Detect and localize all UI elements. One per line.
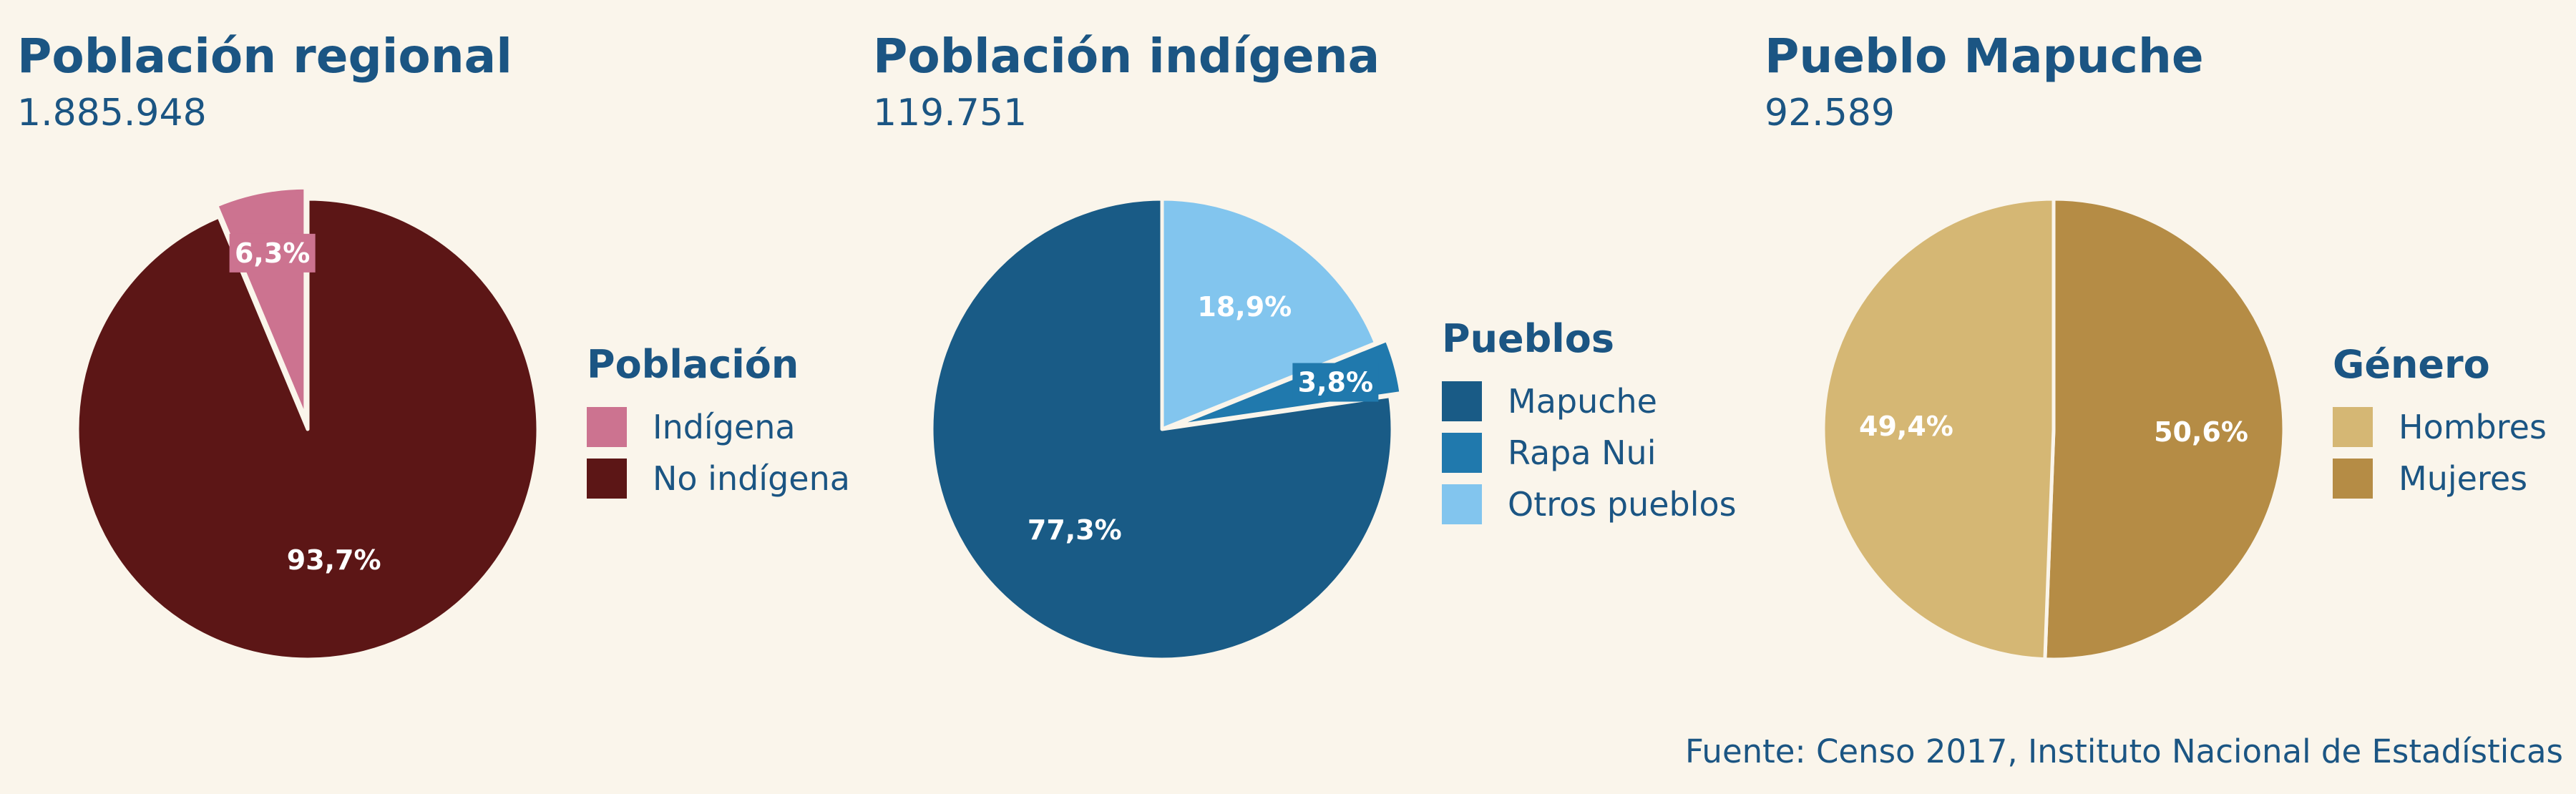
legend-swatch: [2333, 407, 2373, 447]
legend-label: Rapa Nui: [1508, 433, 1657, 472]
data-label-otros-pueblos: 18,9%: [1197, 291, 1292, 323]
pie-slice-otros-pueblos: [1160, 197, 1378, 431]
data-label-hombres: 49,4%: [1859, 411, 1953, 442]
pie-slice-rapa-nui: [1171, 338, 1403, 428]
pie-slice-mapuche: [930, 197, 1395, 662]
pie-slice-no-indigena: [75, 197, 540, 662]
data-label-mapuche: 77,3%: [1028, 514, 1122, 546]
chart-total: 1.885.948: [17, 92, 207, 134]
panel-poblacion-indigena: Población indígena 119.751 18,9% 3,8% 77,3…: [859, 0, 1739, 794]
legend-label: Otros pueblos: [1508, 485, 1737, 524]
legend-pueblos: Pueblos Mapuche Rapa Nui Otros pueblos: [1442, 316, 1737, 534]
data-label-text: 3,8%: [1298, 367, 1373, 398]
legend-label: Mapuche: [1508, 382, 1657, 421]
source-note: Fuente: Censo 2017, Instituto Nacional d…: [1685, 732, 2563, 770]
legend-title: Género: [2333, 342, 2490, 387]
pie-chart-pueblo-mapuche: 50,6% 49,4%: [1821, 197, 2286, 662]
pie-slice-hombres: [1821, 197, 2056, 662]
legend-title: Pueblos: [1442, 316, 1615, 361]
data-label-rapa-nui: 3,8%: [1292, 363, 1379, 402]
data-label-text: 18,9%: [1197, 291, 1292, 323]
legend-swatch: [587, 459, 627, 499]
legend-label: Hombres: [2399, 408, 2547, 446]
legend-item-mujeres: Mujeres: [2333, 457, 2547, 500]
legend-item-no-indigena: No indígena: [587, 457, 850, 500]
legend-swatch: [587, 407, 627, 447]
legend-label: No indígena: [653, 459, 850, 498]
pie-chart-poblacion-indigena: 18,9% 3,8% 77,3%: [930, 197, 1403, 662]
chart-total: 92.589: [1765, 92, 1895, 134]
pie-chart-poblacion-regional: 6,3% 93,7%: [75, 185, 540, 662]
data-label-no-indigena: 93,7%: [287, 544, 381, 576]
data-label-box: [229, 233, 316, 273]
legend-poblacion: Población Indígena No indígena: [587, 342, 850, 509]
chart-title: Población regional: [17, 29, 512, 84]
legend-title: Población: [587, 342, 799, 387]
data-label-text: 77,3%: [1028, 514, 1122, 546]
legend-swatch: [1442, 381, 1482, 421]
legend-swatch: [1442, 484, 1482, 524]
data-label-indigena: 6,3%: [229, 233, 316, 273]
legend-label: Indígena: [653, 408, 796, 446]
legend-item-otros-pueblos: Otros pueblos: [1442, 483, 1737, 526]
chart-title: Pueblo Mapuche: [1765, 29, 2204, 84]
legend-swatch: [2333, 459, 2373, 499]
panel-poblacion-regional: Población regional 1.885.948 6,3% 93,7% P…: [0, 0, 859, 794]
legend-label: Mujeres: [2399, 459, 2528, 498]
legend-item-mapuche: Mapuche: [1442, 380, 1737, 423]
legend-item-rapa-nui: Rapa Nui: [1442, 431, 1737, 474]
data-label-text: 50,6%: [2154, 416, 2248, 448]
chart-title: Población indígena: [873, 29, 1380, 84]
chart-total: 119.751: [873, 92, 1028, 134]
data-label-box: [1292, 363, 1379, 402]
legend-item-indigena: Indígena: [587, 406, 850, 449]
data-label-text: 6,3%: [235, 237, 310, 269]
legend-genero: Género Hombres Mujeres: [2333, 342, 2547, 509]
pie-slice-mujeres: [2043, 197, 2286, 662]
data-label-text: 49,4%: [1859, 411, 1953, 442]
panel-pueblo-mapuche: Pueblo Mapuche 92.589 50,6% 49,4% Género …: [1739, 0, 2576, 794]
legend-item-hombres: Hombres: [2333, 406, 2547, 449]
legend-swatch: [1442, 433, 1482, 473]
data-label-text: 93,7%: [287, 544, 381, 576]
data-label-mujeres: 50,6%: [2154, 416, 2248, 448]
